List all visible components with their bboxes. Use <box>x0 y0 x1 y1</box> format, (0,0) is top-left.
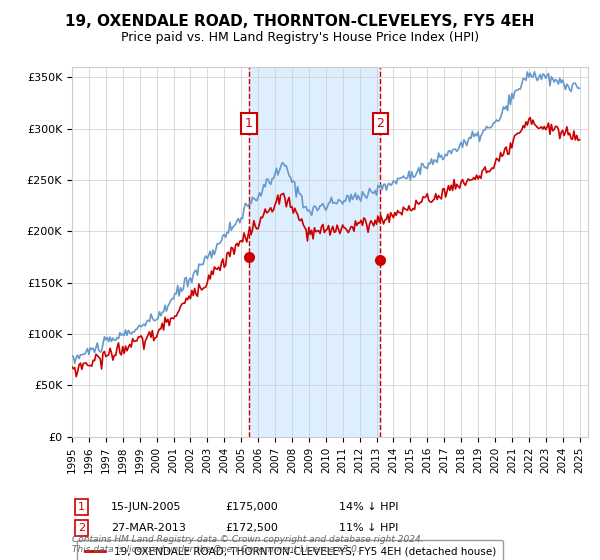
Text: Contains HM Land Registry data © Crown copyright and database right 2024.
This d: Contains HM Land Registry data © Crown c… <box>72 535 424 554</box>
Text: 2: 2 <box>78 523 85 533</box>
Text: 19, OXENDALE ROAD, THORNTON-CLEVELEYS, FY5 4EH: 19, OXENDALE ROAD, THORNTON-CLEVELEYS, F… <box>65 14 535 29</box>
Bar <box>249 67 380 437</box>
Text: 1: 1 <box>245 117 253 130</box>
Text: 2: 2 <box>376 117 385 130</box>
Text: 11% ↓ HPI: 11% ↓ HPI <box>339 523 398 533</box>
Text: 14% ↓ HPI: 14% ↓ HPI <box>339 502 398 512</box>
Legend: 19, OXENDALE ROAD, THORNTON-CLEVELEYS, FY5 4EH (detached house), HPI: Average pr: 19, OXENDALE ROAD, THORNTON-CLEVELEYS, F… <box>77 540 503 560</box>
Text: Price paid vs. HM Land Registry's House Price Index (HPI): Price paid vs. HM Land Registry's House … <box>121 31 479 44</box>
Text: 1: 1 <box>78 502 85 512</box>
Text: £172,500: £172,500 <box>225 523 278 533</box>
Text: £175,000: £175,000 <box>225 502 278 512</box>
Text: 27-MAR-2013: 27-MAR-2013 <box>111 523 186 533</box>
Text: 15-JUN-2005: 15-JUN-2005 <box>111 502 182 512</box>
